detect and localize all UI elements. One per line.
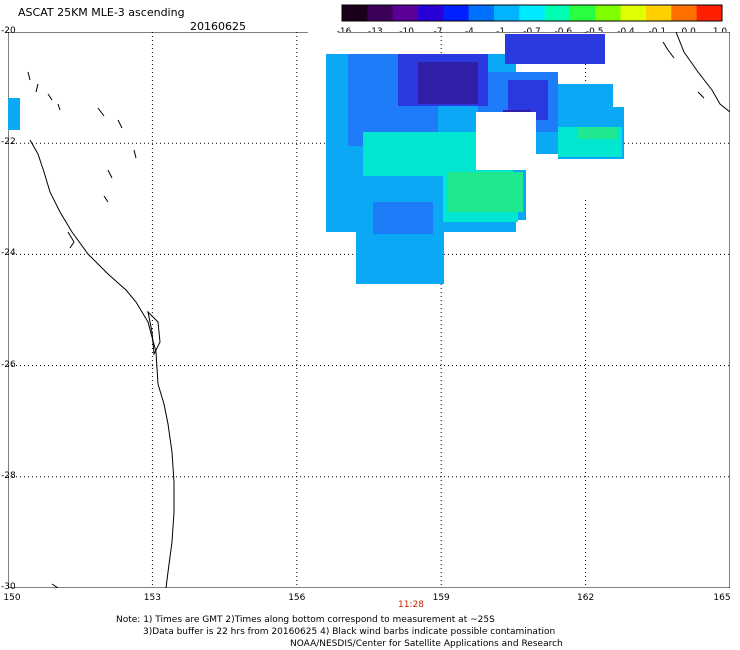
colorbar-swatch bbox=[418, 5, 444, 21]
colorbar-swatch bbox=[544, 5, 571, 21]
colorbar-swatch bbox=[342, 5, 368, 21]
latitude-label: -24 bbox=[1, 248, 16, 259]
colorbar-swatch bbox=[367, 5, 394, 21]
longitude-label: 162 bbox=[577, 593, 595, 603]
longitude-label: 150 bbox=[3, 593, 21, 603]
data-swath bbox=[8, 32, 638, 284]
longitude-label: 156 bbox=[288, 593, 306, 603]
latitude-label: -22 bbox=[1, 137, 16, 148]
colorbar-swatch bbox=[620, 5, 647, 21]
colorbar-frame bbox=[341, 4, 723, 22]
latitude-label: -20 bbox=[1, 26, 16, 36]
colorbar-swatch bbox=[696, 5, 723, 21]
colorbar-swatch bbox=[671, 5, 698, 21]
colorbar-swatch bbox=[443, 5, 470, 21]
colorbar-swatch bbox=[646, 5, 672, 21]
longitude-label: 159 bbox=[432, 593, 450, 603]
coastline bbox=[27, 32, 730, 588]
colorbar-swatch bbox=[468, 5, 495, 21]
colorbar bbox=[341, 4, 723, 22]
colorbar-swatch bbox=[519, 5, 546, 21]
colorbar-swatch bbox=[595, 5, 622, 21]
time-label: 11:28 bbox=[398, 600, 424, 610]
map-date: 20160625 bbox=[190, 20, 246, 33]
longitude-label: 165 bbox=[713, 593, 731, 603]
latitude-label: -28 bbox=[1, 470, 16, 481]
note-line-3: NOAA/NESDIS/Center for Satellite Applica… bbox=[290, 639, 563, 649]
note-line-2: 3)Data buffer is 22 hrs from 20160625 4)… bbox=[143, 627, 556, 637]
map-title: ASCAT 25KM MLE-3 ascending bbox=[18, 6, 185, 19]
colorbar-swatch bbox=[494, 5, 520, 21]
longitude-label: 153 bbox=[143, 593, 161, 603]
map-plot bbox=[8, 32, 730, 588]
colorbar-swatch bbox=[392, 5, 419, 21]
latitude-label: -30 bbox=[1, 582, 16, 592]
latitude-label: -26 bbox=[1, 359, 16, 370]
note-line-1: Note: 1) Times are GMT 2)Times along bot… bbox=[116, 615, 495, 625]
colorbar-swatch bbox=[570, 5, 596, 21]
